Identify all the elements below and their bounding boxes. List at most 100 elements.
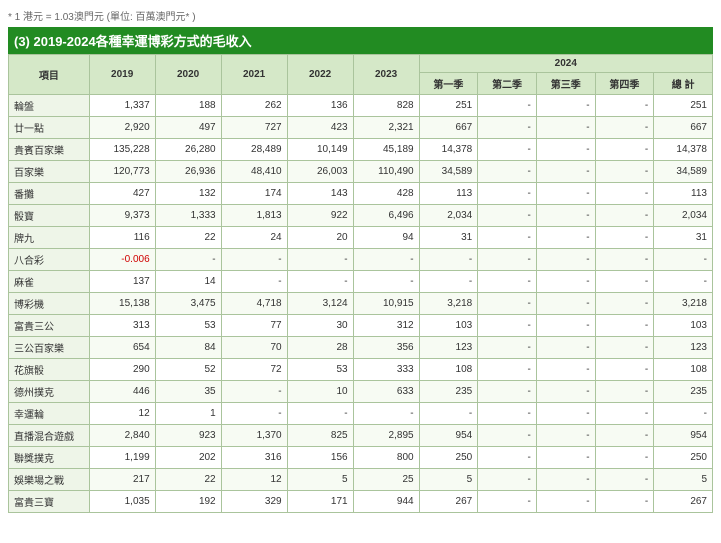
cell-value: 135,228	[89, 139, 155, 161]
cell-value: 30	[287, 315, 353, 337]
cell-value: 35	[155, 381, 221, 403]
cell-value: 251	[419, 95, 478, 117]
cell-value: 423	[287, 117, 353, 139]
table-title: (3) 2019-2024各種幸運博彩方式的毛收入	[8, 27, 713, 54]
cell-value: -	[595, 469, 654, 491]
cell-value: 1,370	[221, 425, 287, 447]
cell-value: 312	[353, 315, 419, 337]
cell-value: 1,337	[89, 95, 155, 117]
cell-value: 250	[419, 447, 478, 469]
table-row: 番攤427132174143428113---113	[9, 183, 713, 205]
cell-value: 123	[654, 337, 713, 359]
table-row: 德州撲克44635-10633235---235	[9, 381, 713, 403]
cell-value: 113	[419, 183, 478, 205]
cell-value: 14,378	[419, 139, 478, 161]
cell-value: -	[478, 447, 537, 469]
cell-value: 3,124	[287, 293, 353, 315]
cell-value: -	[595, 161, 654, 183]
cell-value: -	[654, 249, 713, 271]
cell-value: 10,149	[287, 139, 353, 161]
cell-value: 667	[654, 117, 713, 139]
cell-value: -	[478, 337, 537, 359]
cell-value: 6,496	[353, 205, 419, 227]
row-label: 富貴三寶	[9, 491, 90, 513]
cell-value: 2,895	[353, 425, 419, 447]
col-2022: 2022	[287, 55, 353, 95]
cell-value: -	[595, 139, 654, 161]
cell-value: -	[221, 271, 287, 293]
row-label: 八合彩	[9, 249, 90, 271]
cell-value: 954	[654, 425, 713, 447]
cell-value: 3,218	[654, 293, 713, 315]
row-label: 娛樂場之戰	[9, 469, 90, 491]
cell-value: 34,589	[419, 161, 478, 183]
cell-value: 9,373	[89, 205, 155, 227]
table-row: 牌九1162224209431---31	[9, 227, 713, 249]
cell-value: -	[478, 249, 537, 271]
cell-value: 1,813	[221, 205, 287, 227]
cell-value: 53	[155, 315, 221, 337]
cell-value: -	[478, 227, 537, 249]
col-2023: 2023	[353, 55, 419, 95]
cell-value: 10,915	[353, 293, 419, 315]
cell-value: -	[353, 403, 419, 425]
row-label: 輪盤	[9, 95, 90, 117]
table-row: 麻雀13714--------	[9, 271, 713, 293]
cell-value: 113	[654, 183, 713, 205]
cell-value: 1,199	[89, 447, 155, 469]
table-row: 廿一點2,9204977274232,321667---667	[9, 117, 713, 139]
cell-value: 22	[155, 469, 221, 491]
cell-value: 633	[353, 381, 419, 403]
cell-value: 944	[353, 491, 419, 513]
row-label: 貴賓百家樂	[9, 139, 90, 161]
cell-value: 333	[353, 359, 419, 381]
cell-value: 290	[89, 359, 155, 381]
cell-value: 267	[419, 491, 478, 513]
cell-value: 427	[89, 183, 155, 205]
cell-value: -	[536, 293, 595, 315]
cell-value: 202	[155, 447, 221, 469]
cell-value: 825	[287, 425, 353, 447]
cell-value: -	[536, 469, 595, 491]
cell-value: 120,773	[89, 161, 155, 183]
table-row: 百家樂120,77326,93648,41026,003110,49034,58…	[9, 161, 713, 183]
table-row: 富貴三公313537730312103---103	[9, 315, 713, 337]
cell-value: 26,280	[155, 139, 221, 161]
cell-value: -	[478, 359, 537, 381]
cell-value: 267	[654, 491, 713, 513]
cell-value: 108	[654, 359, 713, 381]
cell-value: 3,218	[419, 293, 478, 315]
table-row: 三公百家樂654847028356123---123	[9, 337, 713, 359]
cell-value: 2,034	[654, 205, 713, 227]
col-2020: 2020	[155, 55, 221, 95]
cell-value: 143	[287, 183, 353, 205]
cell-value: -	[478, 403, 537, 425]
table-row: 直播混合遊戲2,8409231,3708252,895954---954	[9, 425, 713, 447]
cell-value: -	[536, 447, 595, 469]
table-row: 富貴三寶1,035192329171944267---267	[9, 491, 713, 513]
cell-value: 123	[419, 337, 478, 359]
cell-value: 156	[287, 447, 353, 469]
cell-value: 110,490	[353, 161, 419, 183]
col-q3: 第三季	[536, 73, 595, 95]
row-label: 德州撲克	[9, 381, 90, 403]
cell-value: 20	[287, 227, 353, 249]
cell-value: 667	[419, 117, 478, 139]
cell-value: 250	[654, 447, 713, 469]
table-row: 骰寶9,3731,3331,8139226,4962,034---2,034	[9, 205, 713, 227]
cell-value: -	[536, 359, 595, 381]
cell-value: 497	[155, 117, 221, 139]
cell-value: 356	[353, 337, 419, 359]
cell-value: 45,189	[353, 139, 419, 161]
cell-value: 4,718	[221, 293, 287, 315]
cell-value: -	[478, 161, 537, 183]
cell-value: 174	[221, 183, 287, 205]
cell-value: -	[478, 117, 537, 139]
cell-value: 235	[419, 381, 478, 403]
cell-value: -	[595, 293, 654, 315]
cell-value: 922	[287, 205, 353, 227]
cell-value: -	[419, 403, 478, 425]
cell-value: -	[478, 469, 537, 491]
cell-value: 1,035	[89, 491, 155, 513]
cell-value: 954	[419, 425, 478, 447]
